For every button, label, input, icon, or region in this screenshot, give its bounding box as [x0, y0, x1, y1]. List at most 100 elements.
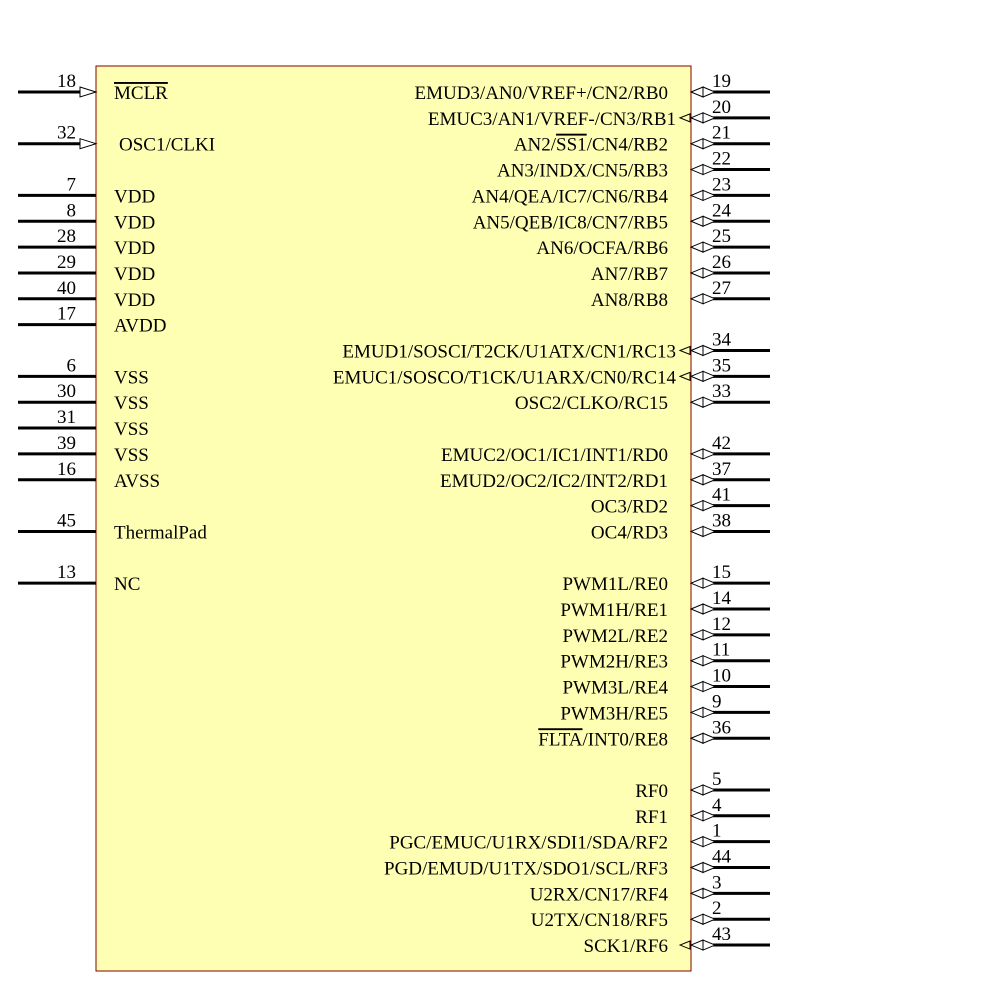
right-pin[interactable]: 3 U2RX/CN17/RF4 — [530, 872, 770, 905]
pin-label-part: VDD — [114, 212, 155, 233]
pin-label-part: U2RX/CN17/RF4 — [530, 884, 669, 905]
bidir-arrow-out-icon — [702, 344, 717, 357]
pin-label: AN6/OCFA/RB6 — [536, 238, 668, 259]
left-pin[interactable]: 13 NC — [18, 562, 140, 595]
right-pin[interactable]: 37 EMUD2/OC2/IC2/INT2/RD1 — [440, 459, 770, 492]
pin-label: U2RX/CN17/RF4 — [530, 884, 669, 905]
right-pin[interactable]: 9 PWM3H/RE5 — [560, 691, 770, 724]
left-pin[interactable]: 8 VDD — [18, 200, 155, 233]
pin-label: PGC/EMUC/U1RX/SDI1/SDA/RF2 — [389, 833, 668, 854]
pin-label: VDD — [114, 186, 155, 207]
right-pin[interactable]: 10 PWM3L/RE4 — [562, 666, 770, 699]
bidir-arrow-out-icon — [702, 577, 717, 589]
bidir-arrow-in-icon — [689, 654, 704, 667]
right-pin[interactable]: 25 AN6/OCFA/RB6 — [536, 226, 770, 259]
pin-number: 1 — [712, 821, 722, 842]
pin-label: AN3/INDX/CN5/RB3 — [497, 161, 668, 182]
pin-label: VDD — [114, 290, 155, 311]
right-pin[interactable]: 23 AN4/QEA/IC7/CN6/RB4 — [472, 174, 770, 207]
right-pin[interactable]: 5 RF0 — [635, 769, 770, 802]
right-pin[interactable]: 12 PWM2L/RE2 — [562, 614, 770, 647]
left-pin[interactable]: 7 VDD — [18, 174, 155, 207]
right-pin[interactable]: 35 EMUC1/SOSCO/T1CK/U1ARX/CN0/RC14 — [333, 355, 770, 388]
pin-label-part: AN5/QEB/IC8/CN7/RB5 — [473, 212, 668, 233]
pin-label-part: PGD/EMUD/U1TX/SDO1/SCL/RF3 — [384, 859, 668, 880]
right-pin[interactable]: 26 AN7/RB7 — [591, 252, 770, 285]
right-pin[interactable]: 20 EMUC3/AN1/VREF-/CN3/RB1 — [428, 97, 770, 130]
bidir-arrow-in-icon — [689, 887, 704, 900]
right-pin[interactable]: 11 PWM2H/RE3 — [560, 640, 770, 673]
right-pin[interactable]: 24 AN5/QEB/IC8/CN7/RB5 — [473, 200, 770, 233]
pin-label-part: U2TX/CN18/RF5 — [531, 910, 668, 931]
pin-number: 42 — [712, 433, 731, 454]
pin-number: 25 — [712, 226, 731, 247]
pin-label: PWM3H/RE5 — [560, 703, 668, 724]
right-pin[interactable]: 2 U2TX/CN18/RF5 — [531, 898, 770, 931]
left-pin[interactable]: 18 MCLR — [18, 71, 168, 104]
left-pin[interactable]: 6 VSS — [18, 355, 149, 388]
pin-label-part: RF1 — [635, 807, 668, 828]
pin-label: OSC1/CLKI — [119, 135, 215, 156]
left-pin[interactable]: 17 AVDD — [18, 304, 166, 337]
pin-label-part: RF0 — [635, 781, 668, 802]
pin-label-part: VSS — [114, 393, 149, 414]
pin-number: 8 — [67, 200, 77, 221]
bidir-arrow-in-icon — [689, 680, 704, 693]
pin-number: 33 — [712, 381, 731, 402]
pin-label: NC — [114, 574, 140, 595]
bidir-arrow-out-icon — [702, 293, 717, 305]
right-pin[interactable]: 36 FLTA/INT0/RE8 — [538, 717, 770, 750]
right-pin[interactable]: 15 PWM1L/RE0 — [562, 562, 770, 595]
pin-number: 30 — [57, 381, 76, 402]
bidir-arrow-in-icon — [689, 241, 704, 253]
right-pin[interactable]: 34 EMUD1/SOSCI/T2CK/U1ATX/CN1/RC13 — [342, 330, 770, 363]
right-pin[interactable]: 19 EMUD3/AN0/VREF+/CN2/RB0 — [414, 71, 770, 104]
right-pin[interactable]: 43 SCK1/RF6 — [584, 924, 770, 957]
left-pin[interactable]: 39 VSS — [18, 433, 149, 466]
bidir-arrow-in-icon — [689, 215, 704, 227]
pin-number: 34 — [712, 330, 732, 351]
pins: 18MCLR32OSC1/CLKI7VDD8VDD28VDD29VDD40VDD… — [18, 71, 770, 957]
left-pin[interactable]: 45 ThermalPad — [18, 510, 207, 543]
pin-label-part: NC — [114, 574, 140, 595]
bidir-arrow-in-icon — [689, 112, 704, 124]
right-pin[interactable]: 14 PWM1H/RE1 — [560, 588, 770, 621]
left-pin[interactable]: 29 VDD — [18, 252, 155, 285]
left-pin[interactable]: 40 VDD — [18, 278, 155, 311]
bidir-arrow-in-icon — [689, 913, 704, 925]
right-pin[interactable]: 44 PGD/EMUD/U1TX/SDO1/SCL/RF3 — [384, 847, 770, 880]
pin-number: 37 — [712, 459, 731, 480]
pin-label-part: VSS — [114, 367, 149, 388]
right-pin[interactable]: 21 AN2/SS1/CN4/RB2 — [514, 123, 770, 156]
output-arrow-icon — [678, 113, 691, 123]
pin-label-part: OSC1/CLKI — [119, 135, 215, 156]
output-arrow-icon — [678, 371, 691, 382]
left-pin[interactable]: 32 OSC1/CLKI — [18, 123, 215, 156]
pin-label: VDD — [114, 264, 155, 285]
right-pin[interactable]: 33 OSC2/CLKO/RC15 — [515, 381, 770, 414]
left-pin[interactable]: 28 VDD — [18, 226, 155, 259]
pin-number: 29 — [57, 252, 76, 273]
pin-label-part: VDD — [114, 290, 155, 311]
left-pin[interactable]: 30 VSS — [18, 381, 149, 414]
bidir-arrow-out-icon — [702, 861, 717, 874]
right-pin[interactable]: 4 RF1 — [635, 795, 770, 828]
right-pin[interactable]: 27 AN8/RB8 — [591, 278, 770, 311]
right-pin[interactable]: 1 PGC/EMUC/U1RX/SDI1/SDA/RF2 — [389, 821, 770, 854]
left-pin[interactable]: 31 VSS — [18, 407, 149, 440]
left-pin[interactable]: 16 AVSS — [18, 459, 160, 492]
pin-label-part: AVSS — [114, 471, 160, 492]
bidir-arrow-in-icon — [689, 344, 704, 357]
right-pin[interactable]: 22 AN3/INDX/CN5/RB3 — [497, 149, 770, 182]
bidir-arrow-in-icon — [689, 86, 704, 98]
right-pin[interactable]: 41 OC3/RD2 — [591, 485, 770, 518]
right-pin[interactable]: 42 EMUC2/OC1/IC1/INT1/RD0 — [441, 433, 770, 466]
pin-label: EMUC3/AN1/VREF-/CN3/RB1 — [428, 109, 676, 130]
pin-label-part: EMUC3/AN1/VREF-/CN3/RB1 — [428, 109, 676, 130]
bidir-arrow-in-icon — [689, 706, 704, 719]
pin-label-part: OSC2/CLKO/RC15 — [515, 393, 668, 414]
pin-label-part: AN4/QEA/IC7/CN6/RB4 — [472, 186, 669, 207]
right-pin[interactable]: 38 OC4/RD3 — [591, 510, 770, 543]
pin-label: AN5/QEB/IC8/CN7/RB5 — [473, 212, 668, 233]
